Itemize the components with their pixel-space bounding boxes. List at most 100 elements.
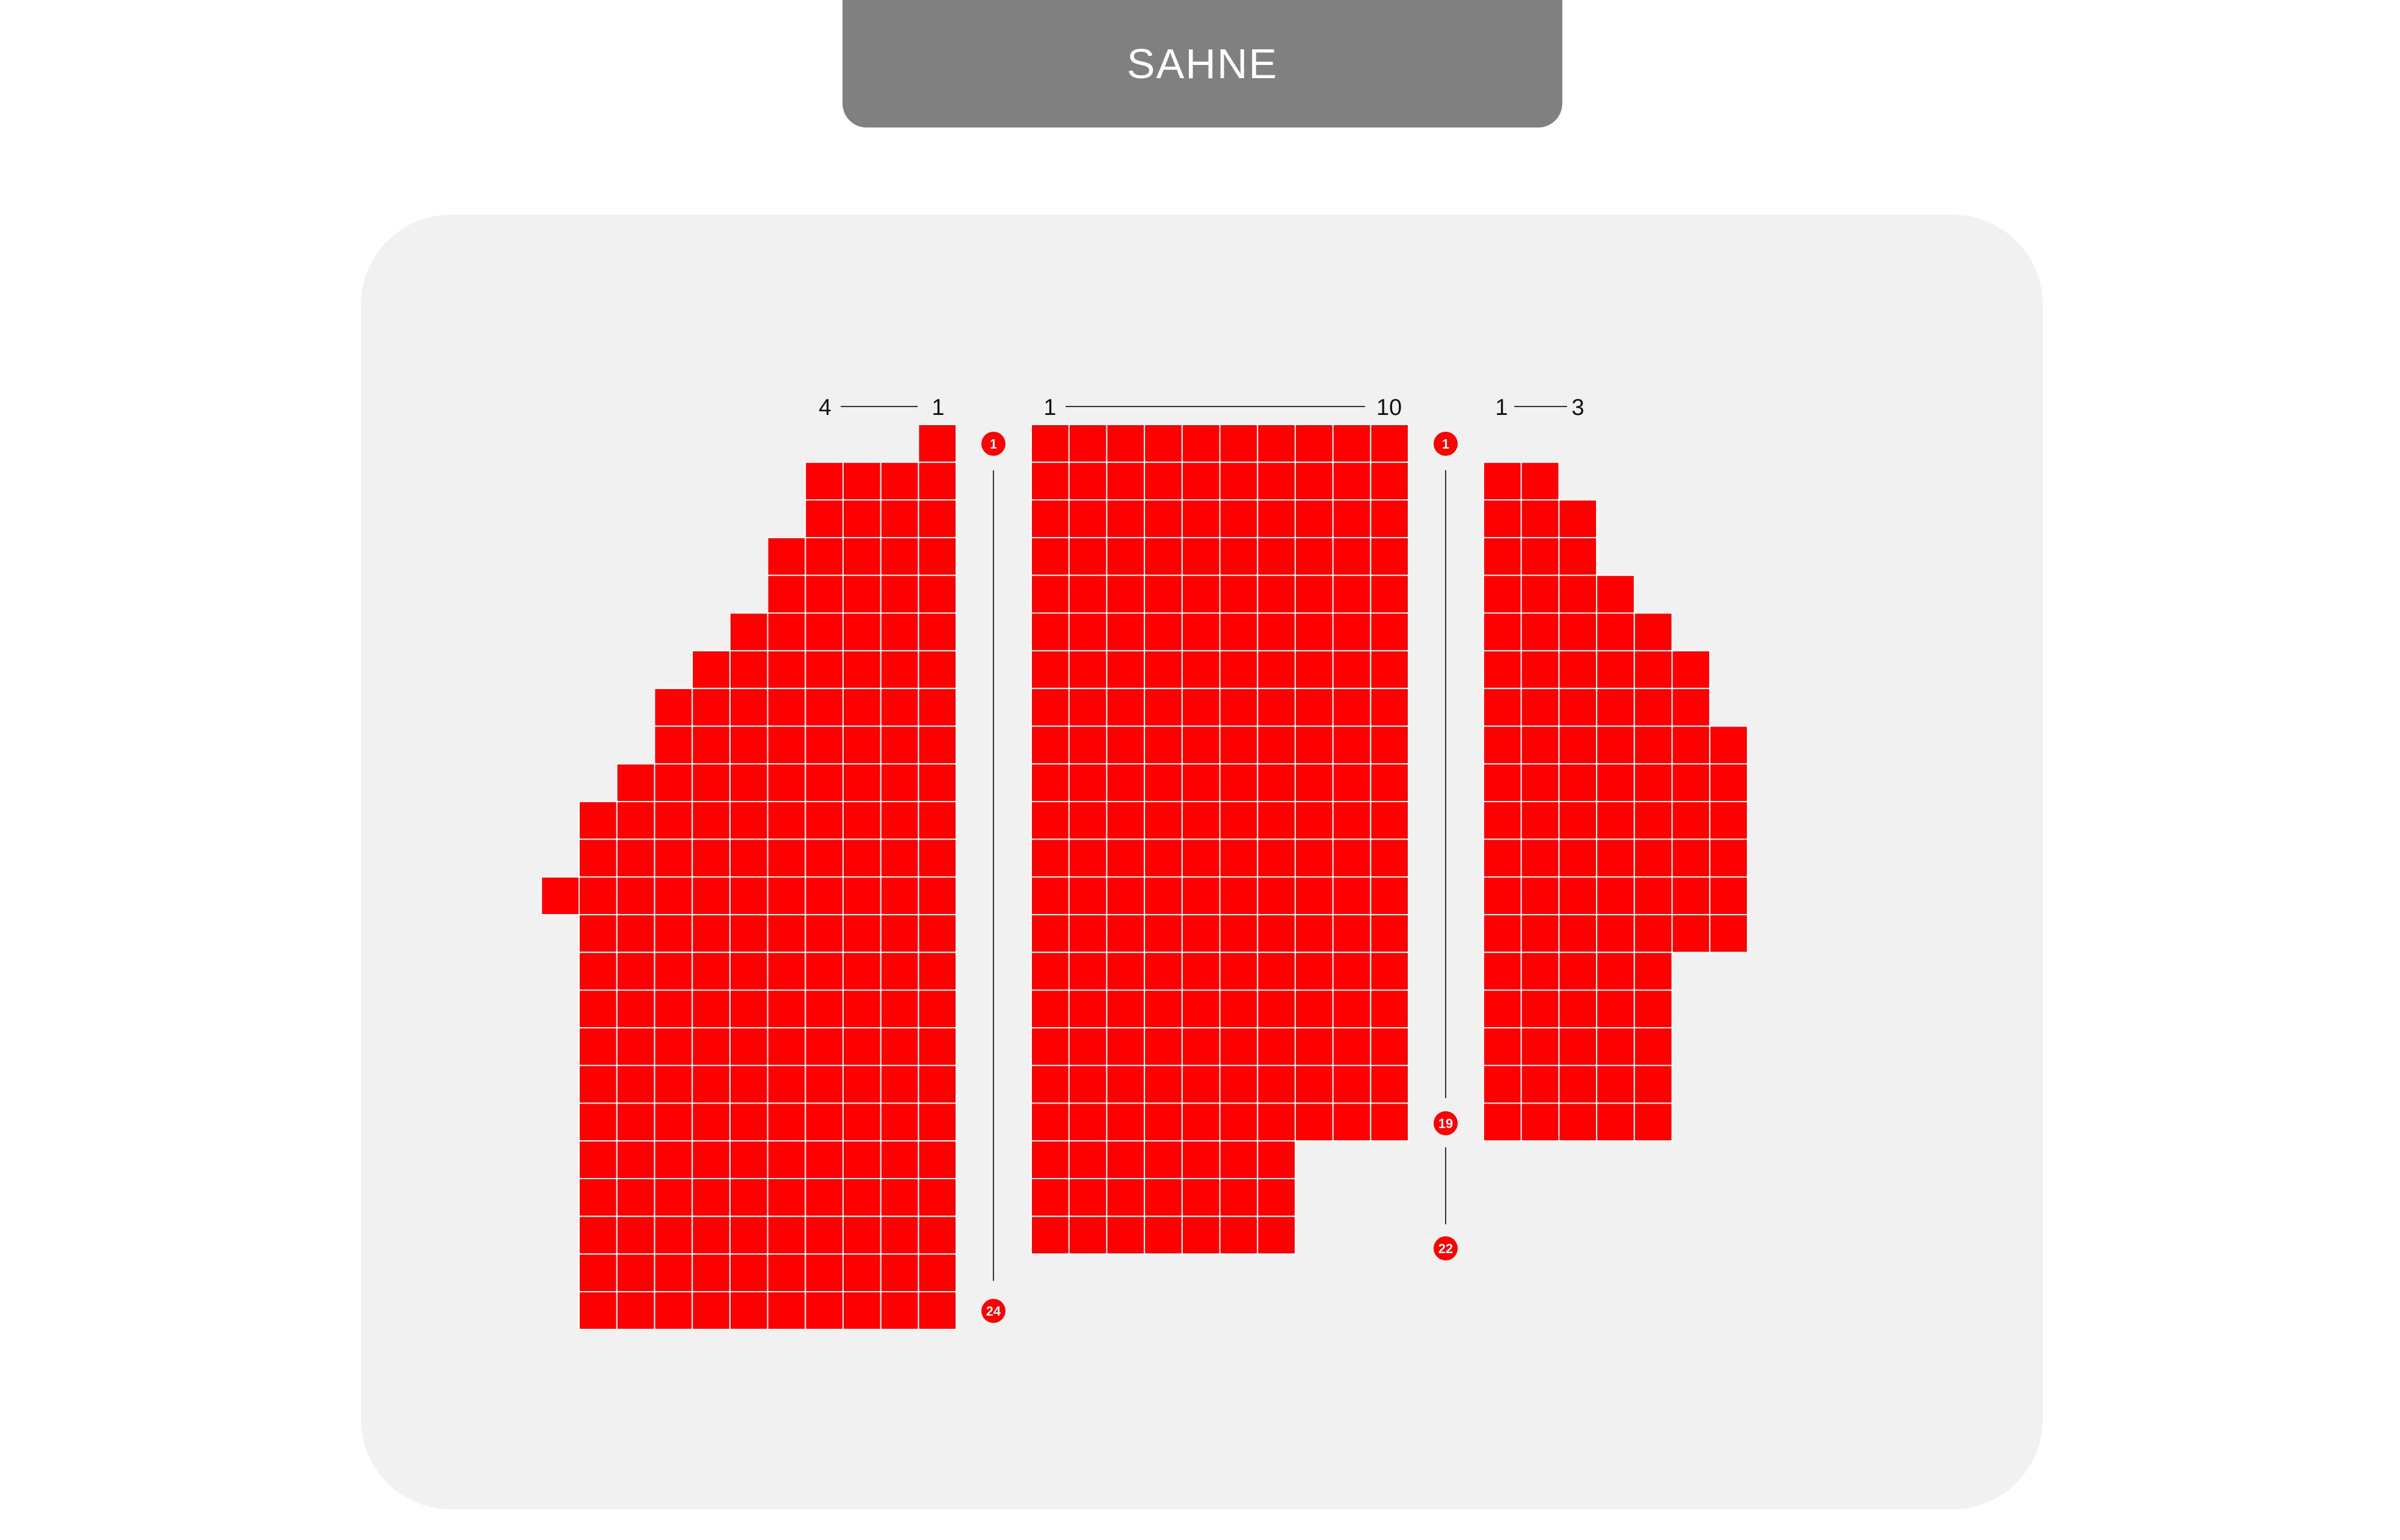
seat-right-row-15-seat-2[interactable]: [1520, 951, 1560, 991]
seat-right-row-11-seat-7[interactable]: [1709, 801, 1748, 840]
seat-center-row-14-seat-1[interactable]: [1031, 914, 1070, 953]
seat-left-row-18-seat-5[interactable]: [767, 1064, 806, 1104]
seat-left-row-17-seat-8[interactable]: [654, 1027, 693, 1066]
seat-left-row-23-seat-6[interactable]: [729, 1253, 769, 1293]
seat-left-row-16-seat-2[interactable]: [880, 989, 919, 1029]
seat-left-row-18-seat-2[interactable]: [880, 1064, 919, 1104]
seat-center-row-8-seat-2[interactable]: [1068, 687, 1108, 727]
seat-left-row-4-seat-4[interactable]: [805, 537, 844, 576]
seat-left-row-17-seat-2[interactable]: [880, 1027, 919, 1066]
seat-right-row-10-seat-5[interactable]: [1633, 763, 1673, 803]
seat-center-row-20-seat-6[interactable]: [1219, 1140, 1259, 1180]
seat-center-row-11-seat-9[interactable]: [1332, 801, 1372, 840]
seat-center-row-16-seat-1[interactable]: [1031, 989, 1070, 1029]
seat-center-row-10-seat-2[interactable]: [1068, 763, 1108, 803]
seat-left-row-20-seat-1[interactable]: [918, 1140, 957, 1180]
seat-center-row-18-seat-6[interactable]: [1219, 1064, 1259, 1104]
seat-right-row-17-seat-3[interactable]: [1558, 1027, 1598, 1066]
seat-center-row-2-seat-9[interactable]: [1332, 461, 1372, 501]
seat-left-row-20-seat-8[interactable]: [654, 1140, 693, 1180]
seat-center-row-7-seat-5[interactable]: [1181, 650, 1221, 689]
seat-left-row-14-seat-8[interactable]: [654, 914, 693, 953]
seat-center-row-12-seat-8[interactable]: [1294, 838, 1334, 878]
seat-center-row-3-seat-4[interactable]: [1144, 499, 1183, 539]
seat-center-row-1-seat-2[interactable]: [1068, 424, 1108, 463]
seat-left-row-5-seat-1[interactable]: [918, 574, 957, 614]
seat-right-row-13-seat-5[interactable]: [1633, 876, 1673, 916]
seat-center-row-19-seat-6[interactable]: [1219, 1102, 1259, 1142]
seat-center-row-15-seat-4[interactable]: [1144, 951, 1183, 991]
seat-right-row-12-seat-6[interactable]: [1671, 838, 1711, 878]
seat-center-row-4-seat-3[interactable]: [1106, 537, 1146, 576]
seat-left-row-18-seat-7[interactable]: [692, 1064, 731, 1104]
seat-right-row-9-seat-1[interactable]: [1483, 725, 1522, 765]
seat-left-row-18-seat-6[interactable]: [729, 1064, 769, 1104]
seat-center-row-3-seat-5[interactable]: [1181, 499, 1221, 539]
seat-left-row-11-seat-8[interactable]: [654, 801, 693, 840]
seat-center-row-7-seat-7[interactable]: [1257, 650, 1296, 689]
seat-center-row-6-seat-10[interactable]: [1370, 612, 1410, 652]
seat-left-row-20-seat-7[interactable]: [692, 1140, 731, 1180]
seat-center-row-13-seat-7[interactable]: [1257, 876, 1296, 916]
seat-center-row-22-seat-2[interactable]: [1068, 1215, 1108, 1255]
seat-center-row-14-seat-7[interactable]: [1257, 914, 1296, 953]
seat-left-row-22-seat-8[interactable]: [654, 1215, 693, 1255]
seat-left-row-19-seat-1[interactable]: [918, 1102, 957, 1142]
seat-left-row-6-seat-3[interactable]: [842, 612, 882, 652]
seat-left-row-15-seat-1[interactable]: [918, 951, 957, 991]
seat-center-row-18-seat-5[interactable]: [1181, 1064, 1221, 1104]
seat-right-row-10-seat-4[interactable]: [1596, 763, 1635, 803]
seat-center-row-3-seat-7[interactable]: [1257, 499, 1296, 539]
seat-left-row-6-seat-6[interactable]: [729, 612, 769, 652]
seat-right-row-15-seat-4[interactable]: [1596, 951, 1635, 991]
seat-left-row-8-seat-8[interactable]: [654, 687, 693, 727]
seat-left-row-24-seat-5[interactable]: [767, 1291, 806, 1330]
seat-center-row-19-seat-3[interactable]: [1106, 1102, 1146, 1142]
seat-left-row-22-seat-10[interactable]: [579, 1215, 618, 1255]
seat-left-row-4-seat-1[interactable]: [918, 537, 957, 576]
seat-center-row-15-seat-1[interactable]: [1031, 951, 1070, 991]
seat-right-row-9-seat-3[interactable]: [1558, 725, 1598, 765]
seat-left-row-1-seat-1[interactable]: [918, 424, 957, 463]
seat-center-row-6-seat-1[interactable]: [1031, 612, 1070, 652]
seat-center-row-8-seat-3[interactable]: [1106, 687, 1146, 727]
seat-right-row-18-seat-3[interactable]: [1558, 1064, 1598, 1104]
seat-right-row-11-seat-3[interactable]: [1558, 801, 1598, 840]
seat-left-row-14-seat-6[interactable]: [729, 914, 769, 953]
seat-right-row-14-seat-7[interactable]: [1709, 914, 1748, 953]
seat-center-row-12-seat-5[interactable]: [1181, 838, 1221, 878]
seat-center-row-21-seat-4[interactable]: [1144, 1178, 1183, 1217]
seat-center-row-6-seat-6[interactable]: [1219, 612, 1259, 652]
seat-center-row-18-seat-7[interactable]: [1257, 1064, 1296, 1104]
seat-left-row-9-seat-2[interactable]: [880, 725, 919, 765]
seat-center-row-5-seat-6[interactable]: [1219, 574, 1259, 614]
seat-center-row-1-seat-6[interactable]: [1219, 424, 1259, 463]
seat-left-row-10-seat-4[interactable]: [805, 763, 844, 803]
seat-center-row-15-seat-9[interactable]: [1332, 951, 1372, 991]
seat-left-row-9-seat-8[interactable]: [654, 725, 693, 765]
seat-left-row-10-seat-8[interactable]: [654, 763, 693, 803]
seat-center-row-12-seat-10[interactable]: [1370, 838, 1410, 878]
seat-left-row-11-seat-9[interactable]: [616, 801, 655, 840]
seat-center-row-2-seat-2[interactable]: [1068, 461, 1108, 501]
seat-left-row-11-seat-3[interactable]: [842, 801, 882, 840]
seat-left-row-12-seat-4[interactable]: [805, 838, 844, 878]
seat-right-row-7-seat-5[interactable]: [1633, 650, 1673, 689]
seat-left-row-7-seat-6[interactable]: [729, 650, 769, 689]
seat-center-row-16-seat-3[interactable]: [1106, 989, 1146, 1029]
seat-right-row-17-seat-4[interactable]: [1596, 1027, 1635, 1066]
seat-left-row-14-seat-1[interactable]: [918, 914, 957, 953]
seat-left-row-23-seat-8[interactable]: [654, 1253, 693, 1293]
seat-left-row-16-seat-3[interactable]: [842, 989, 882, 1029]
seat-center-row-5-seat-7[interactable]: [1257, 574, 1296, 614]
seat-right-row-18-seat-5[interactable]: [1633, 1064, 1673, 1104]
seat-left-row-18-seat-3[interactable]: [842, 1064, 882, 1104]
seat-left-row-5-seat-4[interactable]: [805, 574, 844, 614]
seat-left-row-23-seat-3[interactable]: [842, 1253, 882, 1293]
seat-left-row-19-seat-9[interactable]: [616, 1102, 655, 1142]
seat-left-row-17-seat-5[interactable]: [767, 1027, 806, 1066]
seat-left-row-15-seat-6[interactable]: [729, 951, 769, 991]
seat-right-row-4-seat-1[interactable]: [1483, 537, 1522, 576]
seat-right-row-7-seat-2[interactable]: [1520, 650, 1560, 689]
seat-left-row-13-seat-10[interactable]: [579, 876, 618, 916]
